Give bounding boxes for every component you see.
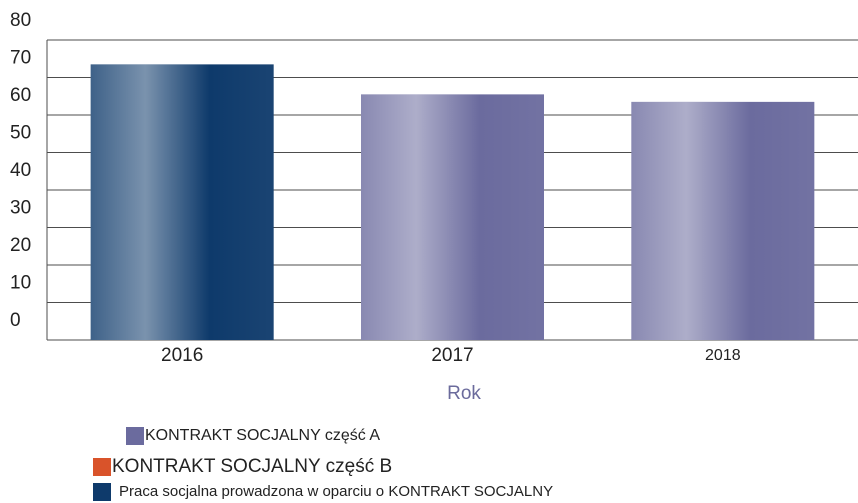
legend-label: KONTRAKT SOCJALNY część B <box>112 456 392 477</box>
x-tick-label: 2017 <box>431 345 473 366</box>
legend-swatch <box>126 427 144 445</box>
bar-shine <box>631 101 815 340</box>
y-tick-label: 40 <box>10 160 31 181</box>
y-tick-label: 20 <box>10 235 31 256</box>
x-tick-label: 2016 <box>161 345 203 366</box>
legend-label: Praca socjalna prowadzona w oparciu o KO… <box>119 483 553 500</box>
y-tick-label: 30 <box>10 198 31 219</box>
legend-label: KONTRAKT SOCJALNY część A <box>145 427 380 444</box>
y-tick-label: 60 <box>10 85 31 106</box>
y-tick-label: 50 <box>10 123 31 144</box>
y-tick-label: 80 <box>10 10 31 31</box>
bar-shine <box>90 64 274 340</box>
bar-shine <box>361 94 544 340</box>
x-axis-label: Rok <box>447 383 481 404</box>
y-tick-label: 0 <box>10 310 21 331</box>
y-tick-label: 70 <box>10 48 31 69</box>
legend-swatch <box>93 483 111 501</box>
y-tick-label: 10 <box>10 273 31 294</box>
x-tick-label: 2018 <box>705 347 741 364</box>
legend-swatch <box>93 458 111 476</box>
